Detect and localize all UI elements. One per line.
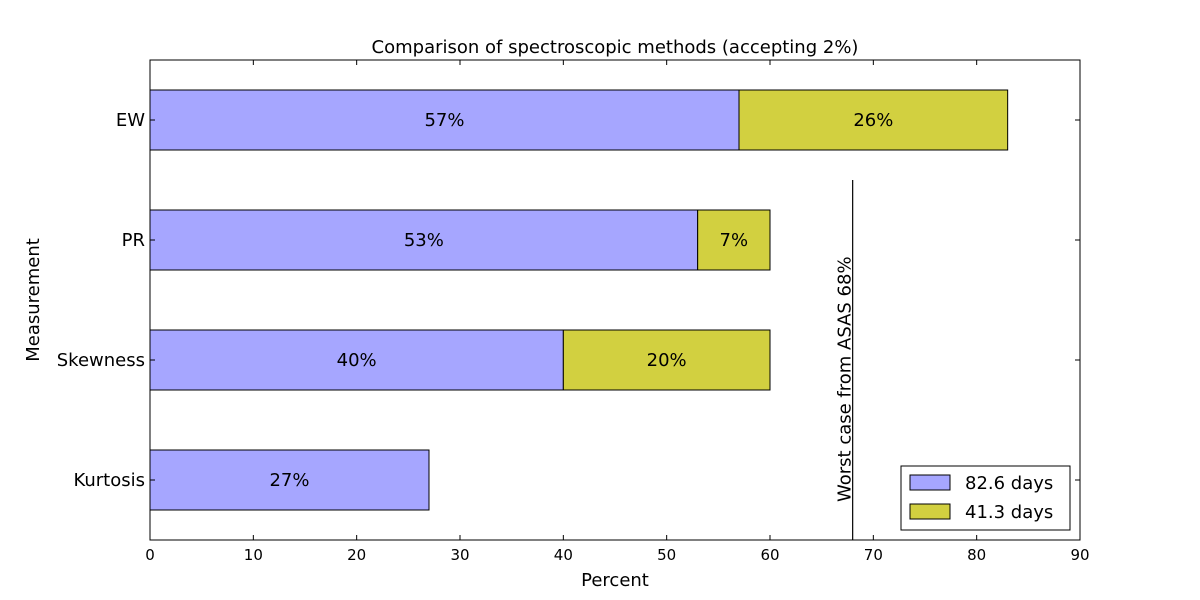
bar-ew-series-1	[149, 89, 740, 151]
data-label-skewness-series-1: 40%	[337, 350, 377, 371]
bar-skewness-series-1	[149, 329, 564, 391]
legend-swatch	[909, 503, 951, 520]
data-label-kurtosis-series-1: 27%	[269, 470, 309, 491]
legend-label: 41.3 days	[965, 502, 1053, 523]
y-axis-label: Measurement	[23, 238, 44, 362]
bars-layer: 27% 40% 20% 53% 7% 57% 26%	[149, 89, 1009, 511]
bar-skewness-series-2	[562, 329, 771, 391]
bar-pr-series-1	[149, 209, 699, 271]
data-label-ew-series-1: 57%	[424, 110, 464, 131]
bar-kurtosis-series-1	[149, 449, 430, 511]
x-tick-label: 80	[967, 546, 986, 564]
x-axis-label: Percent	[581, 570, 649, 591]
data-label-pr-series-2: 7%	[720, 230, 749, 251]
x-tick-label: 90	[1070, 546, 1089, 564]
x-tick-label: 30	[450, 546, 469, 564]
x-tick-label: 0	[145, 546, 155, 564]
x-tick-label: 60	[760, 546, 779, 564]
y-tick-label: EW	[116, 110, 145, 131]
y-tick-label: Skewness	[57, 350, 145, 371]
x-axis: 0 10 20 30 40 50 60 70 80 90	[145, 60, 1090, 564]
data-label-skewness-series-2: 20%	[647, 350, 687, 371]
y-tick-label: Kurtosis	[73, 470, 145, 491]
reference-line-label: Worst case from ASAS 68%	[835, 256, 856, 502]
reference-layer: Worst case from ASAS 68%	[835, 180, 856, 540]
chart-title: Comparison of spectroscopic methods (acc…	[372, 37, 859, 58]
x-tick-label: 70	[864, 546, 883, 564]
legend: 82.6 days 41.3 days	[900, 465, 1071, 531]
x-tick-label: 40	[554, 546, 573, 564]
bar-ew-series-2	[738, 89, 1009, 151]
data-label-pr-series-1: 53%	[404, 230, 444, 251]
y-tick-label: PR	[122, 230, 145, 251]
y-axis: Kurtosis Skewness PR EW	[57, 110, 1080, 491]
bar-pr-series-2	[697, 209, 771, 271]
legend-label: 82.6 days	[965, 473, 1053, 494]
data-label-ew-series-2: 26%	[853, 110, 893, 131]
x-tick-label: 50	[657, 546, 676, 564]
x-tick-label: 20	[347, 546, 366, 564]
x-tick-label: 10	[244, 546, 263, 564]
legend-swatch	[909, 474, 951, 491]
plot-frame	[149, 59, 1081, 541]
